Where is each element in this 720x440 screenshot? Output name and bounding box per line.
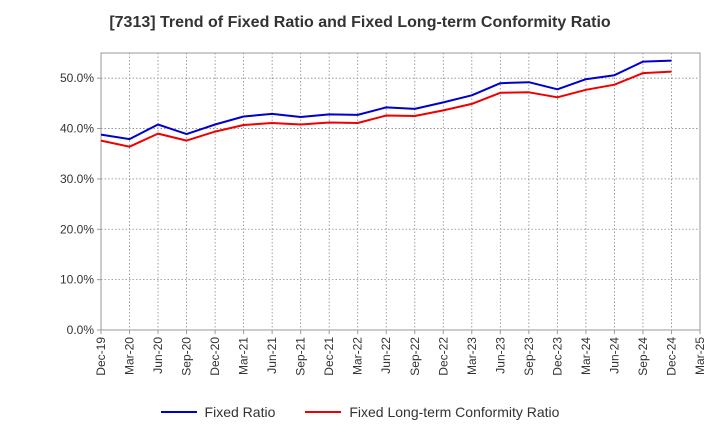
x-tick-label: Mar-25	[693, 337, 707, 375]
legend-swatch	[305, 411, 342, 413]
x-tick-label: Mar-23	[465, 337, 479, 375]
legend: Fixed Ratio Fixed Long-term Conformity Ra…	[0, 404, 720, 420]
legend-swatch	[160, 411, 197, 413]
x-tick-label: Dec-22	[436, 337, 450, 376]
x-tick-label: Jun-21	[265, 337, 279, 374]
x-tick-label: Dec-21	[322, 337, 336, 376]
x-tick-label: Jun-23	[493, 337, 507, 374]
series-line	[100, 70, 672, 148]
y-tick-label: 30.0%	[60, 172, 94, 186]
x-tick-label: Mar-24	[579, 337, 593, 375]
x-tick-label: Dec-24	[664, 337, 678, 376]
x-tick-label: Mar-20	[123, 337, 137, 375]
y-tick-label: 10.0%	[60, 273, 94, 287]
x-tick-label: Dec-20	[208, 337, 222, 376]
x-tick-label: Mar-21	[237, 337, 251, 375]
y-tick-label: 40.0%	[60, 122, 94, 136]
x-tick-label: Mar-22	[351, 337, 365, 375]
plot-frame	[100, 52, 701, 331]
x-tick-label: Dec-19	[94, 337, 108, 376]
x-tick-label: Jun-22	[379, 337, 393, 374]
legend-item: Fixed Long-term Conformity Ratio	[305, 404, 559, 420]
axes	[97, 52, 701, 334]
x-tick-label: Dec-23	[550, 337, 564, 376]
x-tick-label: Sep-23	[522, 337, 536, 376]
x-tick-label: Sep-21	[294, 337, 308, 376]
x-tick-label: Sep-20	[180, 337, 194, 376]
chart-title: [7313] Trend of Fixed Ratio and Fixed Lo…	[109, 14, 611, 31]
tick-labels: 0.0% 10.0% 20.0% 30.0% 40.0% 50.0% Dec-19 Mar-2…	[60, 71, 707, 376]
x-tick-label: Jun-20	[151, 337, 165, 374]
legend-item: Fixed Ratio	[160, 404, 276, 420]
y-tick-label: 50.0%	[60, 71, 94, 85]
x-tick-label: Sep-22	[408, 337, 422, 376]
grid-lines	[101, 53, 700, 330]
series-lines	[100, 59, 672, 148]
legend-label: Fixed Long-term Conformity Ratio	[349, 404, 560, 420]
series-line	[100, 59, 672, 141]
x-tick-label: Jun-24	[607, 337, 621, 374]
y-tick-label: 20.0%	[60, 222, 94, 236]
x-tick-label: Sep-24	[636, 337, 650, 376]
y-tick-label: 0.0%	[67, 323, 95, 337]
legend-label: Fixed Ratio	[204, 404, 276, 420]
